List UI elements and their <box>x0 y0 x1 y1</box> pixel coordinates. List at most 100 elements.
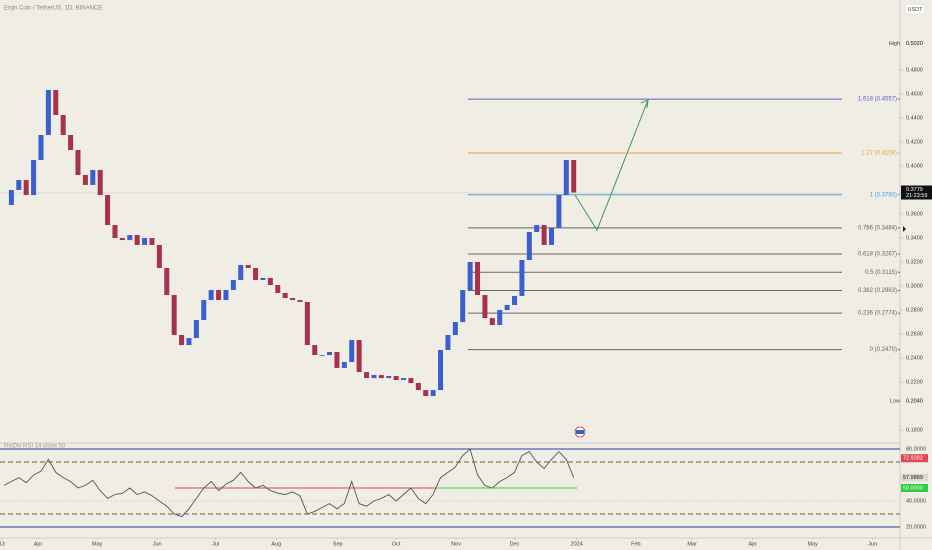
candle-body <box>401 378 407 380</box>
candle-body <box>549 228 555 245</box>
candle-body <box>90 169 96 185</box>
candle-body <box>349 340 355 362</box>
candle-body <box>156 244 162 269</box>
candle-body <box>134 235 140 245</box>
candle-body <box>408 378 414 383</box>
candle-body <box>119 238 125 241</box>
candle-body <box>75 150 81 175</box>
candle-body <box>563 159 569 196</box>
high-label: 0.5020 <box>906 41 923 47</box>
candle-body <box>97 169 103 196</box>
candle-body <box>267 277 273 286</box>
y-tick-label: 0.4400 <box>906 115 923 121</box>
candle-body <box>112 225 118 239</box>
x-tick-label: May <box>807 541 818 547</box>
low-label: 0.2040 <box>906 399 923 405</box>
x-tick-label: May <box>92 541 103 547</box>
candle-body <box>512 295 518 305</box>
candle-body <box>230 280 236 290</box>
candle-body <box>164 268 170 296</box>
currency-box[interactable] <box>904 3 926 15</box>
y-tick-label: 0.3400 <box>906 235 923 241</box>
y-tick-label: 0.2800 <box>906 307 923 313</box>
x-tick-label: Nov <box>451 541 461 547</box>
candle-body <box>53 90 59 115</box>
x-tick-label: Apr <box>34 541 43 547</box>
fib-label: 0.382 (0.2963) <box>858 288 897 294</box>
candle-body <box>208 289 214 301</box>
y-tick-label: 0.2600 <box>906 331 923 337</box>
y-tick-label: 0.3000 <box>906 283 923 289</box>
candle-body <box>571 159 577 193</box>
x-tick-label: Dec <box>510 541 520 547</box>
candle-body <box>371 375 377 379</box>
candle-body <box>312 345 318 356</box>
candle-body <box>201 300 207 320</box>
last-badge <box>901 185 932 200</box>
fib-label: 0.5 (0.3115) <box>865 270 897 276</box>
candle-body <box>238 265 244 281</box>
candle-body <box>526 232 532 260</box>
rsi-title: RsiDiv RSI 14 close 50 <box>4 444 66 450</box>
candle-body <box>149 238 155 245</box>
rsi-tick-label: 20.0000 <box>906 524 926 530</box>
candle-body <box>504 304 510 311</box>
candle-body <box>319 355 325 356</box>
x-tick-label: Aug <box>271 541 281 547</box>
fib-label: 1 (0.3760) <box>870 192 897 198</box>
x-tick-label: 13 <box>0 541 5 547</box>
last-price: 0.3779 <box>906 187 923 193</box>
projection-arrow <box>640 99 649 109</box>
candle-body <box>68 135 74 151</box>
candle-body <box>423 390 429 397</box>
fib-label-bg <box>842 249 898 258</box>
y-tick-label: 0.3200 <box>906 259 923 265</box>
candle-body <box>60 114 66 136</box>
y-tick-label: 0.4000 <box>906 163 923 169</box>
candle-body <box>393 376 399 380</box>
candle-body <box>38 135 44 160</box>
candle-body <box>186 337 192 346</box>
candle-body <box>341 361 347 368</box>
fib-label: 0.236 (0.2774) <box>858 311 897 317</box>
candle-body <box>445 334 451 350</box>
candle-body <box>534 225 540 233</box>
fib-label-bg <box>842 286 898 295</box>
candle-body <box>327 352 333 356</box>
candle-body <box>82 174 88 185</box>
candle-body <box>378 375 384 379</box>
candle-body <box>282 292 288 299</box>
x-tick-label: 2024 <box>571 541 583 547</box>
flag-icon <box>574 426 586 438</box>
candle-body <box>541 225 547 245</box>
candle-body <box>304 301 310 346</box>
candle-body <box>45 90 51 136</box>
candle-body <box>489 318 495 326</box>
x-tick-label: Mar <box>687 541 697 547</box>
rsi-line <box>3 448 575 518</box>
candle-body <box>193 319 199 338</box>
candle-body <box>415 382 421 391</box>
arrow-marker <box>903 226 906 232</box>
rsi-tick-label: 80.0000 <box>906 446 926 452</box>
low-name: Low <box>890 399 900 405</box>
candle-body <box>386 376 392 379</box>
rsi-badge-label: 72.9282 <box>903 456 923 462</box>
candle-body <box>475 262 481 296</box>
candle-body <box>556 195 562 229</box>
fib-label: 1.27 (0.4108) <box>861 151 897 157</box>
fib-label-bg <box>842 95 898 104</box>
y-tick-label: 0.4600 <box>906 91 923 97</box>
projection-path <box>574 99 649 232</box>
candle-body <box>275 285 281 293</box>
x-tick-label: Jun <box>153 541 162 547</box>
x-tick-label: Oct <box>392 541 401 547</box>
fib-label: 0.618 (0.3267) <box>858 252 897 258</box>
candle-body <box>245 265 251 269</box>
rsi-tick-label: 40.0000 <box>906 498 926 504</box>
candle-body <box>497 310 503 326</box>
candle-body <box>260 277 266 281</box>
fib-label-bg <box>842 149 898 158</box>
fib-label-bg <box>842 190 898 199</box>
